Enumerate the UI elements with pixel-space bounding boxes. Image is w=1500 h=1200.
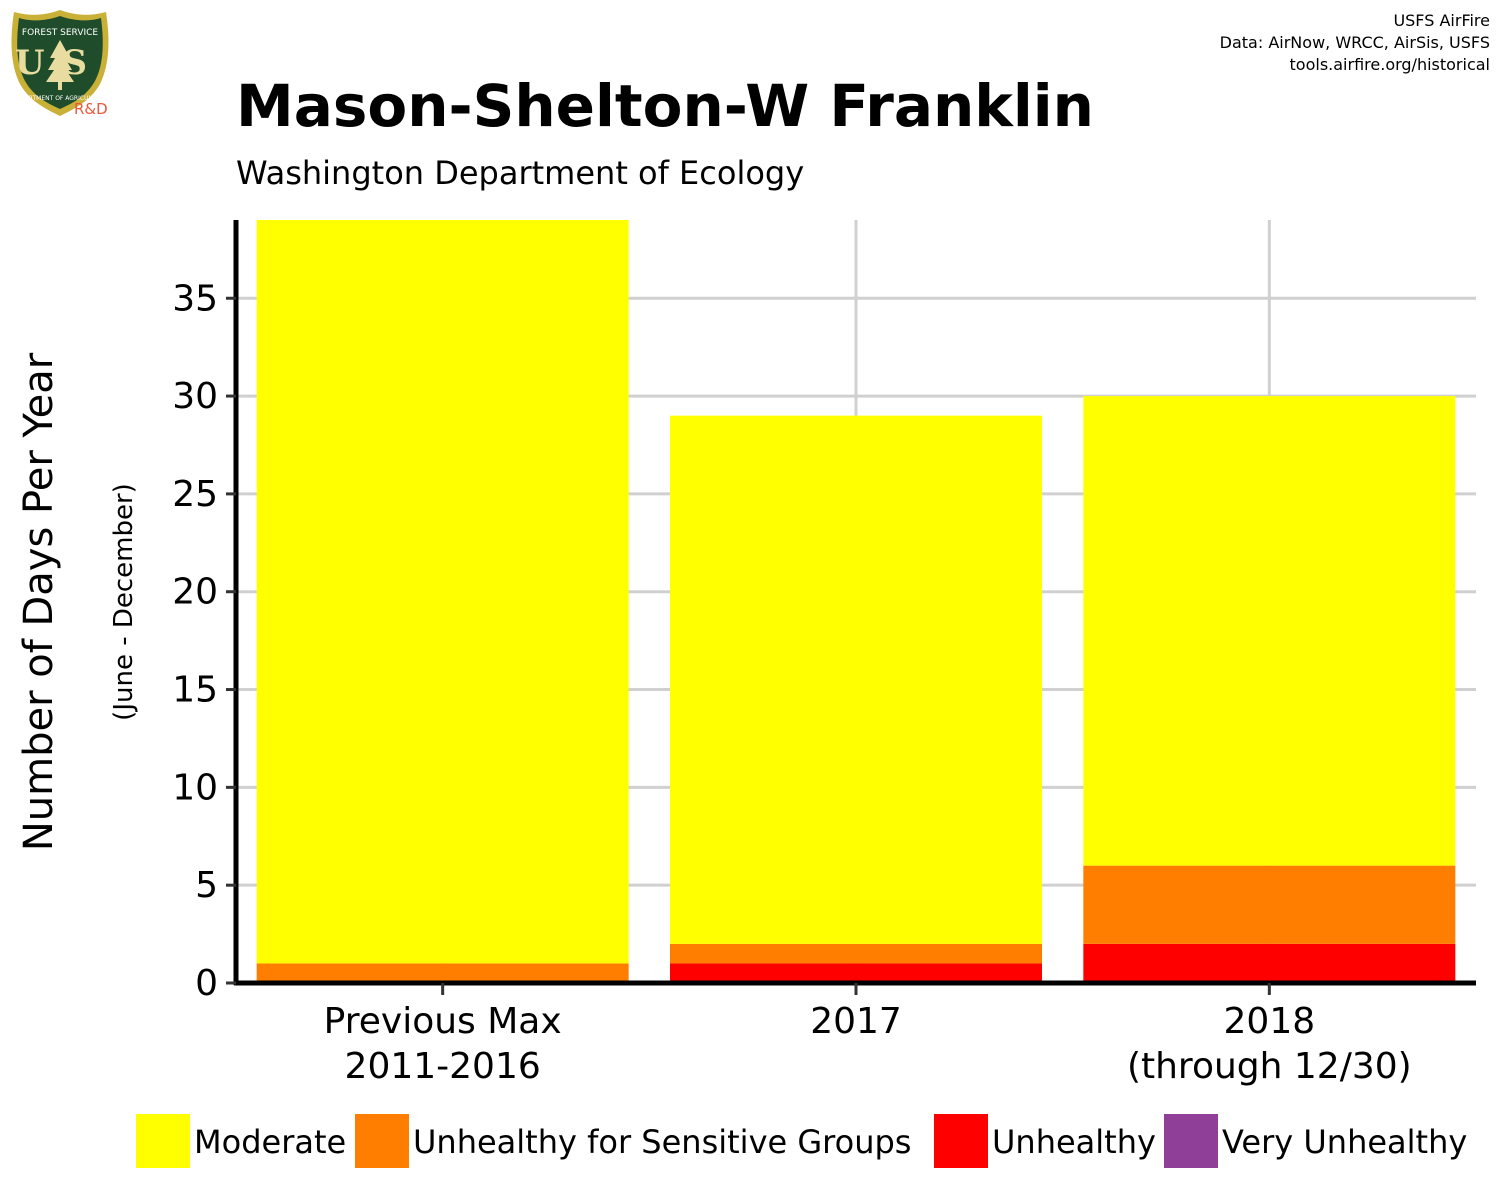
x-tick-label: 2018 — [1224, 1001, 1316, 1042]
bar-segment — [670, 415, 1042, 944]
bar-segment — [256, 963, 629, 983]
x-tick-label: 2017 — [810, 1001, 902, 1042]
credit-line: tools.airfire.org/historical — [1289, 55, 1490, 74]
legend-swatch — [1164, 1114, 1218, 1168]
legend-label: Moderate — [194, 1123, 346, 1161]
y-tick-label: 5 — [195, 865, 218, 906]
y-tick-label: 25 — [172, 474, 218, 515]
credit-line: USFS AirFire — [1393, 11, 1490, 30]
credits: USFS AirFire Data: AirNow, WRCC, AirSis,… — [1220, 10, 1490, 76]
legend-swatch — [136, 1114, 190, 1168]
shield-icon: FOREST SERVICE US DEPARTMENT OF AGRICULT… — [11, 10, 109, 116]
y-tick-label: 35 — [172, 278, 218, 319]
legend-label: Unhealthy — [992, 1123, 1156, 1161]
x-tick-label: (through 12/30) — [1127, 1046, 1412, 1087]
bar-segment — [256, 220, 629, 964]
bar-segment — [1083, 396, 1456, 866]
bar-segment — [670, 943, 1042, 964]
y-tick-label: 10 — [172, 767, 218, 808]
y-tick-label: 30 — [172, 376, 218, 417]
bar-segment — [1083, 865, 1456, 944]
y-axis-subtitle: (June - December) — [109, 483, 139, 721]
legend-swatch — [934, 1114, 988, 1168]
svg-text:DEPARTMENT OF AGRICULTURE: DEPARTMENT OF AGRICULTURE — [13, 95, 107, 102]
legend-swatch — [355, 1114, 409, 1168]
x-tick-label: 2011-2016 — [345, 1046, 541, 1087]
bar-segment — [1083, 943, 1456, 983]
legend-label: Very Unhealthy — [1222, 1123, 1467, 1161]
chart-title: Mason-Shelton-W Franklin — [236, 72, 1094, 140]
chart-subtitle: Washington Department of Ecology — [236, 154, 805, 192]
forest-service-logo: FOREST SERVICE US DEPARTMENT OF AGRICULT… — [8, 8, 112, 118]
svg-text:FOREST SERVICE: FOREST SERVICE — [22, 28, 99, 38]
credit-line: Data: AirNow, WRCC, AirSis, USFS — [1219, 33, 1490, 52]
rd-label: R&D — [74, 100, 108, 118]
y-tick-label: 15 — [172, 670, 218, 711]
y-tick-label: 20 — [172, 572, 218, 613]
y-axis-title: Number of Days Per Year — [16, 352, 62, 851]
x-tick-label: Previous Max — [324, 1001, 562, 1042]
legend-label: Unhealthy for Sensitive Groups — [413, 1123, 911, 1161]
legend: Moderate Unhealthy for Sensitive Groups Un… — [136, 1114, 1467, 1168]
y-tick-label: 0 — [195, 963, 218, 1004]
bar-segment — [670, 963, 1042, 983]
